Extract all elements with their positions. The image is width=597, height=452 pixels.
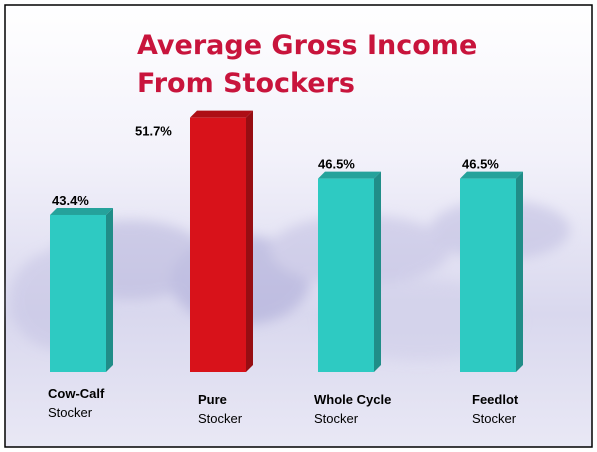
bar [460,178,516,372]
bar [50,214,106,372]
value-label: 46.5% [462,157,499,172]
value-label: 46.5% [318,157,355,172]
bar-top [460,171,523,179]
bar-side [246,110,253,373]
bar-side [106,207,113,372]
bar [318,178,374,372]
chart-title: Average Gross Income [137,30,477,61]
chart-title: From Stockers [137,68,355,99]
value-label: 51.7% [135,124,172,139]
x-tick-sublabel: Stocker [48,405,93,420]
bar-side [374,171,381,372]
x-tick-label: Cow-Calf [48,386,105,401]
value-label: 43.4% [52,193,89,208]
x-tick-label: Whole Cycle [314,392,391,407]
bar-top [190,110,253,118]
bar-top [50,207,113,215]
x-tick-sublabel: Stocker [472,411,517,426]
x-tick-sublabel: Stocker [314,411,359,426]
bar-top [318,171,381,179]
x-tick-sublabel: Stocker [198,411,243,426]
bar-side [516,171,523,372]
bar [190,117,246,373]
x-tick-label: Feedlot [472,392,519,407]
x-tick-label: Pure [198,392,227,407]
